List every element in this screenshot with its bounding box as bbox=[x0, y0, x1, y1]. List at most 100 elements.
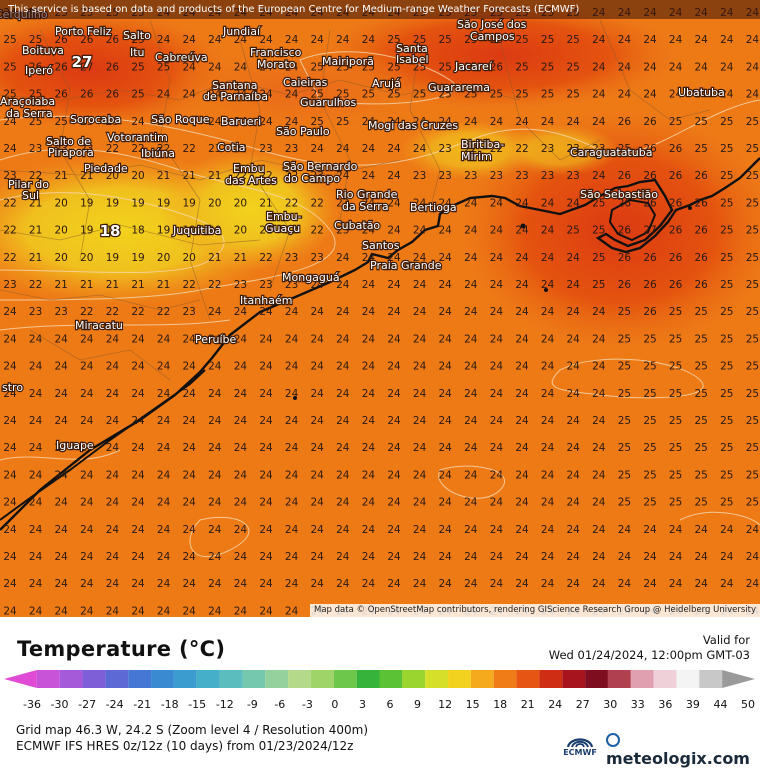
grid-value: 25 bbox=[695, 497, 708, 509]
city-label[interactable]: Isabel bbox=[395, 52, 430, 67]
grid-value: 24 bbox=[464, 469, 478, 481]
grid-value: 25 bbox=[311, 61, 324, 73]
city-label[interactable]: Cotia bbox=[216, 140, 247, 155]
city-label[interactable]: Guarulhos bbox=[299, 95, 358, 110]
grid-value: 24 bbox=[413, 551, 427, 563]
grid-value: 22 bbox=[183, 279, 196, 291]
city-label[interactable]: de Parnaíba bbox=[202, 89, 269, 104]
city-label[interactable]: Santana bbox=[211, 78, 259, 93]
grid-value: 23 bbox=[80, 143, 93, 155]
grid-value: 22 bbox=[464, 143, 477, 155]
grid-value: 24 bbox=[234, 333, 248, 345]
grid-value: 24 bbox=[183, 497, 197, 509]
city-label[interactable]: São Roque bbox=[150, 112, 211, 127]
grid-value: 24 bbox=[362, 34, 376, 46]
city-label[interactable]: Salto de bbox=[45, 134, 93, 149]
city-label[interactable]: Bertioga bbox=[409, 200, 458, 215]
city-label[interactable]: Mogi das Cruzes bbox=[367, 118, 460, 133]
city-label[interactable]: Santos bbox=[361, 238, 401, 253]
grid-value: 24 bbox=[80, 551, 94, 563]
city-label[interactable]: Santa bbox=[395, 41, 429, 56]
city-label[interactable]: São Paulo bbox=[275, 124, 331, 139]
grid-value: 24 bbox=[157, 524, 171, 536]
city-label[interactable]: Iguape bbox=[55, 438, 95, 453]
city-label[interactable]: Caraguatatuba bbox=[569, 145, 654, 160]
city-label[interactable]: Praia Grande bbox=[369, 258, 443, 273]
city-label[interactable]: Sul bbox=[21, 188, 40, 203]
city-label[interactable]: Mairiporã bbox=[321, 54, 375, 69]
city-label[interactable]: Boituva bbox=[21, 43, 65, 58]
grid-value: 23 bbox=[336, 197, 349, 209]
grid-value: 19 bbox=[131, 197, 144, 209]
city-label[interactable]: da Serra bbox=[5, 106, 54, 121]
city-label[interactable]: Itanhaém bbox=[239, 293, 294, 308]
city-label[interactable]: Rio Grande bbox=[335, 187, 399, 202]
city-label[interactable]: São José dos bbox=[456, 17, 528, 32]
grid-value: 24 bbox=[490, 225, 504, 237]
grid-value: 24 bbox=[413, 388, 427, 400]
city-label[interactable]: Pilar do bbox=[7, 177, 51, 192]
grid-value: 24 bbox=[541, 279, 555, 291]
grid-value: 24 bbox=[131, 388, 145, 400]
grid-value: 24 bbox=[413, 306, 427, 318]
grid-value: 25 bbox=[720, 252, 733, 264]
city-label[interactable]: Francisco bbox=[249, 45, 303, 60]
city-label[interactable]: Miracatu bbox=[74, 318, 124, 333]
city-label[interactable]: Itu bbox=[129, 45, 146, 60]
city-label[interactable]: Cubatão bbox=[333, 218, 382, 233]
city-label[interactable]: Ubatuba bbox=[677, 85, 726, 100]
grid-value: 24 bbox=[592, 361, 606, 373]
grid-value: 24 bbox=[285, 469, 299, 481]
city-label[interactable]: Piedade bbox=[83, 161, 129, 176]
city-label[interactable]: Biritiba- bbox=[460, 137, 506, 152]
grid-value: 22 bbox=[285, 197, 298, 209]
grid-value: 24 bbox=[311, 469, 325, 481]
city-label[interactable]: Morato bbox=[256, 57, 297, 72]
grid-value: 24 bbox=[464, 306, 478, 318]
city-label[interactable]: Mongaguá bbox=[281, 270, 341, 285]
map-attribution[interactable]: Map data © OpenStreetMap contributors, r… bbox=[310, 604, 760, 617]
city-label[interactable]: Pirapora bbox=[47, 145, 95, 160]
city-label[interactable]: das Artes bbox=[224, 173, 278, 188]
city-label[interactable]: Embu- bbox=[265, 209, 303, 224]
grid-value: 24 bbox=[362, 279, 376, 291]
city-label[interactable]: da Serra bbox=[341, 199, 390, 214]
city-label[interactable]: Barueri bbox=[220, 114, 263, 129]
city-label[interactable]: Ibiúna bbox=[140, 146, 176, 161]
grid-value: 24 bbox=[567, 469, 581, 481]
grid-value: 25 bbox=[695, 143, 708, 155]
city-label[interactable]: Araçoiaba bbox=[0, 94, 56, 109]
city-label[interactable]: Sorocaba bbox=[69, 112, 123, 127]
city-label[interactable]: Iperó bbox=[24, 63, 55, 78]
city-label[interactable]: Votorantim bbox=[106, 130, 169, 145]
city-label[interactable]: Embu bbox=[232, 161, 266, 176]
city-label[interactable]: Caieiras bbox=[282, 75, 329, 90]
grid-value: 24 bbox=[259, 524, 273, 536]
grid-value: 24 bbox=[80, 605, 94, 617]
grid-value: 19 bbox=[157, 197, 170, 209]
city-label[interactable]: São Sebastião bbox=[579, 187, 660, 202]
grid-value: 24 bbox=[362, 143, 376, 155]
city-label[interactable]: Cabreúva bbox=[154, 50, 209, 65]
city-label[interactable]: Jacareí bbox=[453, 59, 494, 74]
city-label[interactable]: Arujá bbox=[371, 76, 402, 91]
city-label[interactable]: São Bernardo bbox=[282, 159, 359, 174]
grid-value: 24 bbox=[234, 442, 248, 454]
grid-value: 24 bbox=[567, 497, 581, 509]
city-label[interactable]: stro bbox=[1, 380, 25, 395]
city-label[interactable]: Mirim bbox=[460, 149, 493, 164]
city-label[interactable]: Juquitiba bbox=[171, 223, 223, 238]
city-label[interactable]: Campos bbox=[469, 29, 516, 44]
grid-value: 25 bbox=[336, 61, 349, 73]
city-label[interactable]: Porto Feliz bbox=[54, 24, 113, 39]
brand-logo[interactable]: meteologix.com bbox=[606, 730, 760, 768]
city-label[interactable]: do Campo bbox=[283, 171, 342, 186]
city-label[interactable]: Jundiaí bbox=[221, 24, 262, 39]
city-label[interactable]: Guaçu bbox=[264, 221, 302, 236]
grid-value: 25 bbox=[720, 306, 733, 318]
city-label[interactable]: Guararema bbox=[427, 80, 491, 95]
grid-value: 25 bbox=[387, 89, 400, 101]
temperature-map[interactable]: 24 25 25 25 25 25 24 24 24 24 24 24 24 24 24 24 25 25 25 25… bbox=[0, 0, 760, 617]
city-label[interactable]: Salto bbox=[122, 28, 152, 43]
city-label[interactable]: Peruíbe bbox=[194, 332, 238, 347]
